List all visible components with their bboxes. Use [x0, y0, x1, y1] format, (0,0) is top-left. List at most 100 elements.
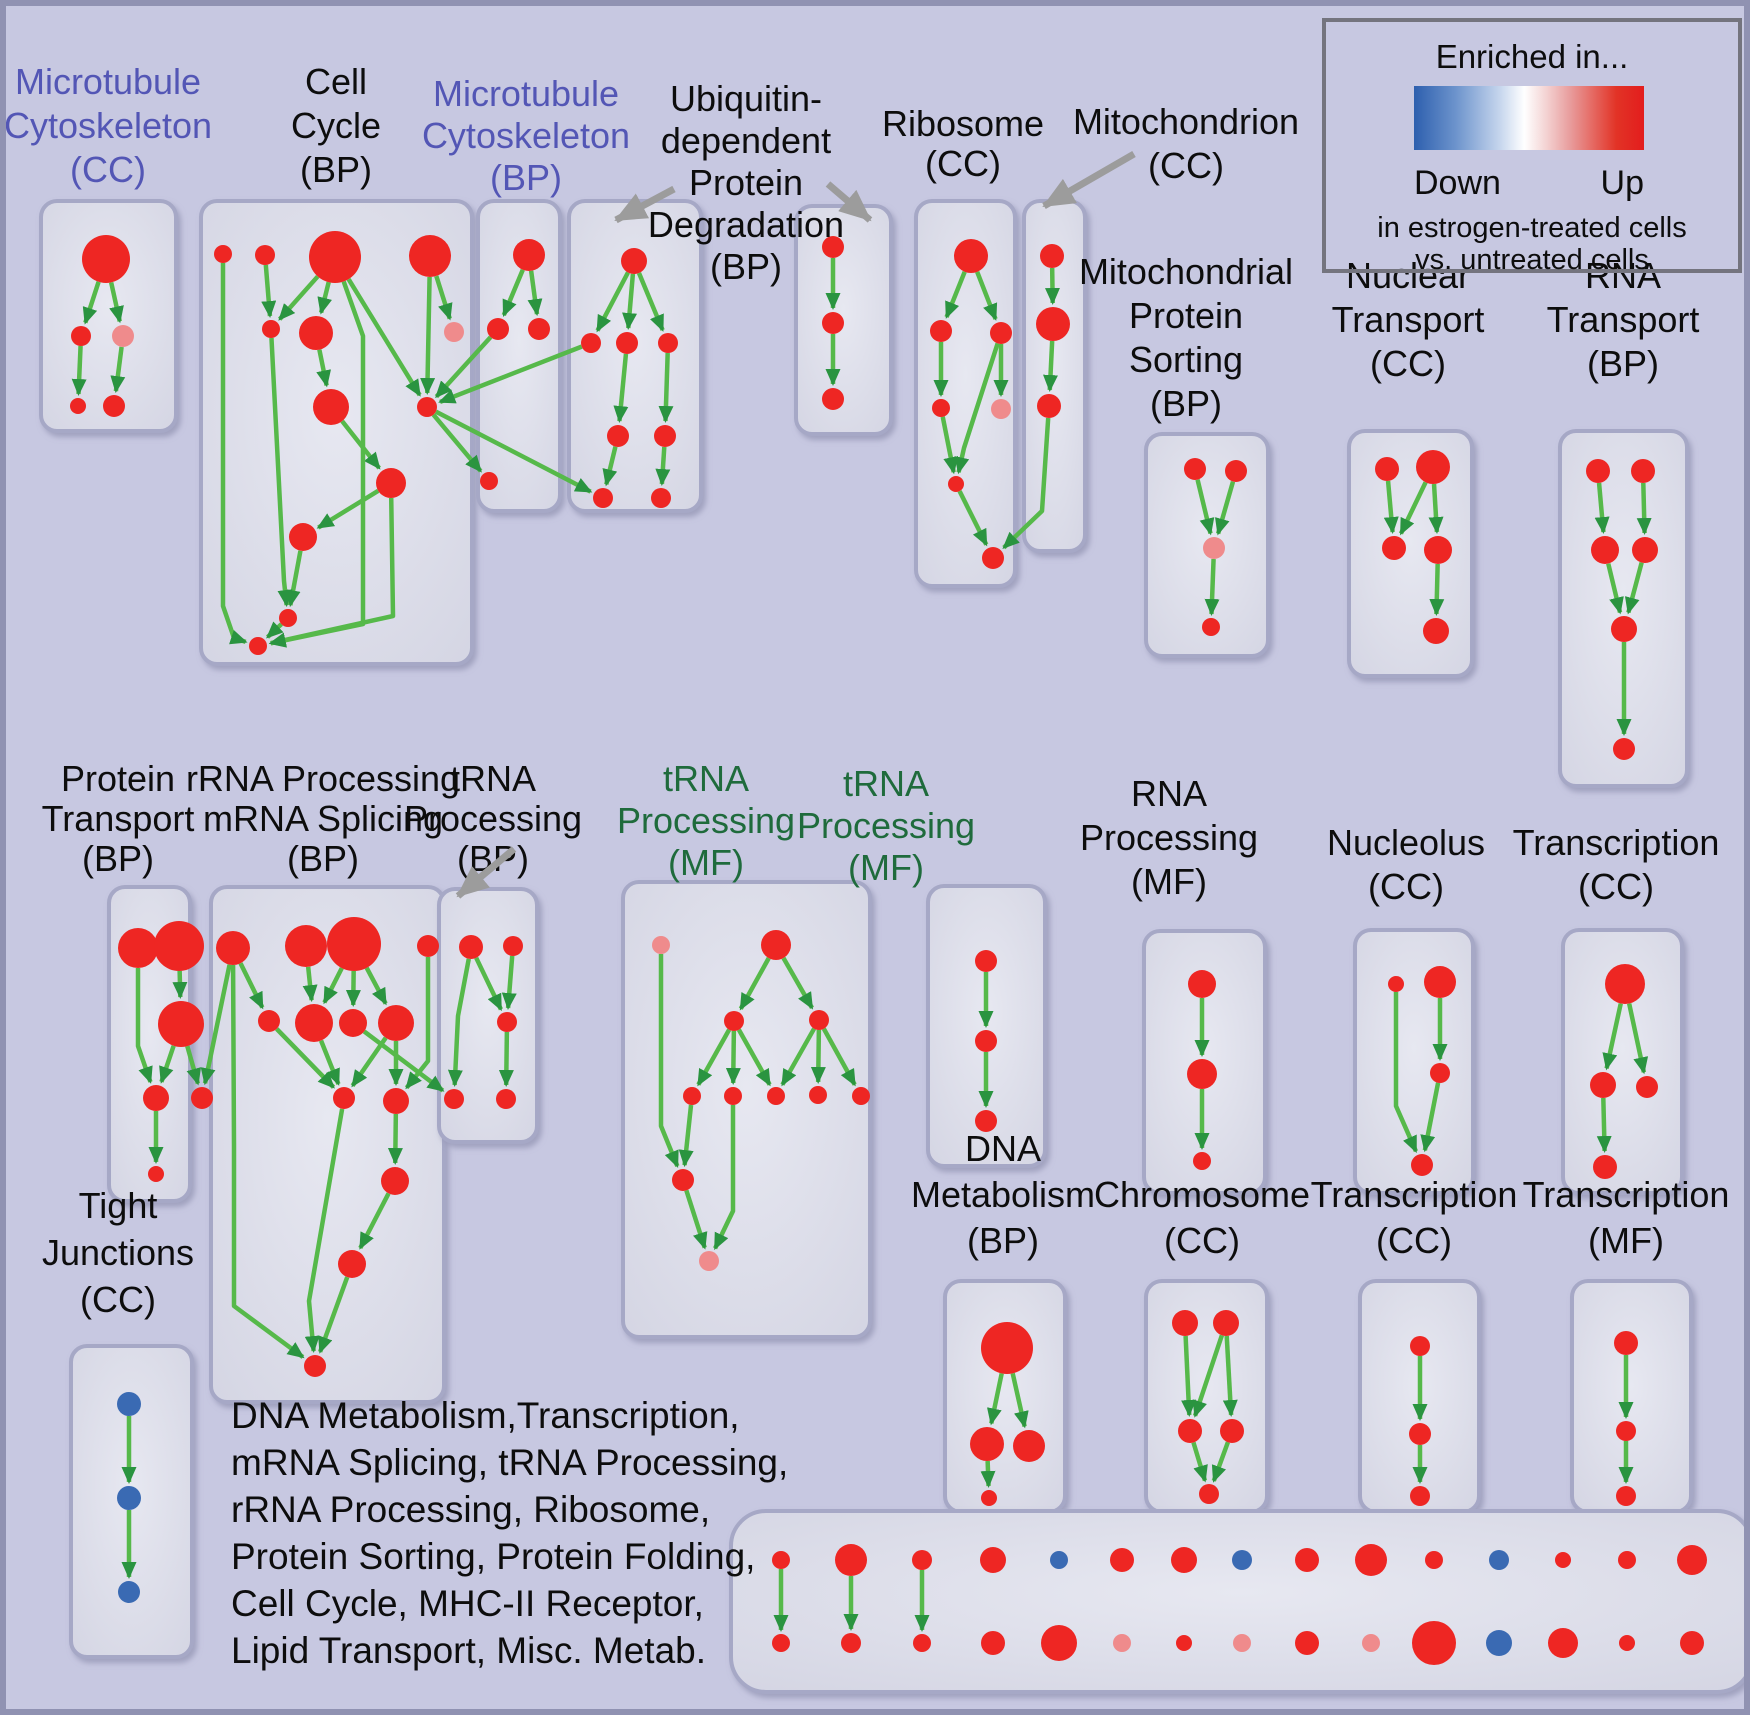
cluster-label-trna-processing-mf-small: tRNA [843, 763, 929, 804]
edge-mitochondrial-protein-sorting-bp [1215, 480, 1236, 536]
go-term-node-ubiquitin-degradation-box1-1 [581, 333, 601, 353]
cluster-label-rna-processing-mf: Processing [1080, 817, 1258, 858]
cluster-label-rrna-processing-mrna-splicing-bp: mRNA Splicing [203, 798, 443, 839]
legend-box: Enriched in... Down Up in estrogen-treat… [1322, 18, 1742, 276]
edge-microtubule-cytoskeleton-cc [110, 346, 126, 394]
label-pointer-arrow [825, 181, 873, 223]
go-term-node-trna-processing-mf-large-8 [852, 1087, 870, 1105]
go-term-node-misc-cluster-strip-17 [913, 1634, 931, 1652]
cluster-box-microtubule-cytoskeleton-cc [39, 199, 178, 433]
edge-chromosome-cc [1191, 1441, 1208, 1483]
edge-rrna-processing-mrna-splicing-bp [387, 1113, 403, 1166]
go-term-node-transcription-mf-2 [1616, 1486, 1636, 1506]
go-term-node-trna-processing-mf-large-3 [809, 1010, 829, 1030]
cluster-label-ribosome-cc: Ribosome [882, 103, 1044, 144]
go-term-node-cell-cycle-bp-7 [313, 389, 349, 425]
go-term-node-trna-processing-mf-large-7 [809, 1086, 827, 1104]
misc-clusters-text: DNA Metabolism,Transcription, mRNA Splic… [231, 1392, 788, 1674]
cluster-label-mitochondrial-protein-sorting-bp: Protein [1129, 295, 1243, 336]
go-term-node-microtubule-cytoskeleton-bp-2 [528, 318, 550, 340]
go-term-node-nucleolus-cc-3 [1411, 1154, 1433, 1176]
go-term-node-nuclear-transport-cc-1 [1416, 450, 1450, 484]
go-term-node-ubiquitin-degradation-box1-7 [651, 488, 671, 508]
cluster-label-ubiquitin-dependent-protein-degradation-bp: dependent [661, 120, 831, 161]
cluster-label-trna-processing-mf-small: (MF) [848, 847, 924, 888]
edge-trna-processing-mf-large [810, 1029, 826, 1085]
cluster-label-chromosome-cc: Chromosome [1094, 1174, 1310, 1215]
go-term-node-cell-cycle-bp-6 [444, 322, 464, 342]
edge-cell-cycle-bp [261, 264, 277, 319]
cluster-label-rna-transport-bp: (BP) [1587, 343, 1659, 384]
go-term-node-rrna-processing-mrna-splicing-bp-4 [258, 1010, 280, 1032]
go-term-node-ubiquitin-degradation-box1-3 [658, 333, 678, 353]
edge-microtubule-cytoskeleton-cc [82, 281, 101, 325]
edge-cell-cycle-bp [268, 497, 396, 648]
go-term-node-trna-processing-bp-2 [497, 1012, 517, 1032]
edge-dna-metabolism-bp [986, 1372, 1004, 1426]
legend-title: Enriched in... [1435, 38, 1629, 75]
go-term-node-trna-processing-bp-4 [496, 1089, 516, 1109]
go-term-node-cell-cycle-bp-4 [262, 320, 280, 338]
go-term-node-transcription-cc-mid-3 [1593, 1155, 1617, 1179]
edge-cell-cycle-bp [317, 281, 333, 315]
edge-trna-processing-mf-large [658, 954, 680, 1168]
edge-ubiquitin-degradation-box1 [658, 352, 674, 424]
go-term-node-misc-cluster-strip-10 [1425, 1551, 1443, 1569]
edge-trna-processing-mf-large [696, 1028, 732, 1087]
go-term-node-misc-cluster-strip-28 [1619, 1635, 1635, 1651]
cluster-label-tight-junctions-cc: Junctions [42, 1232, 194, 1273]
cluster-label-ribosome-cc: (CC) [925, 143, 1001, 184]
go-term-node-rrna-processing-mrna-splicing-bp-11 [338, 1250, 366, 1278]
cluster-label-protein-transport-bp: Transport [42, 798, 195, 839]
cluster-label-transcription-cc-bottom: (CC) [1376, 1220, 1452, 1261]
go-term-node-trna-processing-mf-large-10 [699, 1251, 719, 1271]
go-term-node-misc-cluster-strip-4 [1050, 1551, 1068, 1569]
misc-text-line: Protein Sorting, Protein Folding, [231, 1536, 756, 1577]
cluster-label-mitochondrion-cc: Mitochondrion [1073, 101, 1299, 142]
cluster-box-nuclear-transport-cc [1347, 429, 1474, 678]
edge-cell-cycle-bp [346, 277, 422, 397]
edge-trna-processing-mf-large [684, 1189, 708, 1250]
go-term-node-misc-cluster-strip-22 [1233, 1634, 1251, 1652]
go-term-node-microtubule-cytoskeleton-cc-0 [82, 235, 130, 283]
go-term-node-misc-cluster-strip-26 [1486, 1630, 1512, 1656]
edge-trna-processing-mf-large [781, 956, 814, 1010]
legend-subtitle-line2: vs. untreated cells [1415, 244, 1649, 276]
cross-edge [431, 413, 483, 473]
cluster-box-dna-metabolism-bp [943, 1279, 1067, 1514]
cluster-label-microtubule-cytoskeleton-bp: (BP) [490, 157, 562, 198]
cluster-label-trna-processing-mf-small: Processing [797, 805, 975, 846]
go-term-node-rrna-processing-mrna-splicing-bp-8 [333, 1087, 355, 1109]
go-term-node-ribosome-cc-4 [991, 399, 1011, 419]
cluster-label-nuclear-transport-cc: (CC) [1370, 343, 1446, 384]
edge-microtubule-cytoskeleton-bp [501, 268, 525, 318]
misc-text-line: DNA Metabolism,Transcription, [231, 1395, 740, 1436]
cluster-label-ubiquitin-dependent-protein-degradation-bp: Protein [689, 162, 803, 203]
go-term-node-nuclear-transport-cc-4 [1423, 618, 1449, 644]
go-term-node-transcription-cc-mid-0 [1605, 964, 1645, 1004]
cluster-label-rna-transport-bp: RNA [1585, 255, 1661, 296]
cluster-label-ubiquitin-dependent-protein-degradation-bp: Ubiquitin- [670, 78, 822, 119]
edge-microtubule-cytoskeleton-bp [527, 270, 543, 317]
go-term-node-rrna-processing-mrna-splicing-bp-9 [383, 1088, 409, 1114]
edge-cell-cycle-bp [269, 337, 293, 608]
cluster-label-ubiquitin-dependent-protein-degradation-bp: Degradation [648, 204, 844, 245]
cluster-label-cell-cycle-bp: (BP) [300, 149, 372, 190]
edge-cell-cycle-bp [316, 488, 380, 530]
go-term-node-trna-processing-mf-large-1 [761, 930, 791, 960]
edge-ubiquitin-degradation-box1 [602, 446, 618, 487]
legend-down-label: Down [1414, 164, 1501, 202]
go-term-node-rna-transport-bp-5 [1613, 738, 1635, 760]
go-term-node-trna-processing-mf-large-5 [724, 1087, 742, 1105]
edge-cell-cycle-bp [434, 275, 453, 321]
cluster-label-nucleolus-cc: (CC) [1368, 866, 1444, 907]
go-term-node-transcription-cc-mid-1 [1590, 1072, 1616, 1098]
cluster-box-ribosome-cc [914, 199, 1017, 588]
go-term-node-ubiquitin-degradation-box1-2 [616, 332, 638, 354]
go-term-node-protein-transport-bp-4 [191, 1087, 213, 1109]
cluster-label-tight-junctions-cc: Tight [79, 1185, 158, 1226]
edge-chromosome-cc [1222, 1335, 1238, 1418]
edge-mitochondrion-cc [1043, 340, 1059, 393]
go-term-node-misc-cluster-strip-3 [980, 1547, 1006, 1573]
cluster-box-transcription-cc-mid [1561, 928, 1684, 1195]
